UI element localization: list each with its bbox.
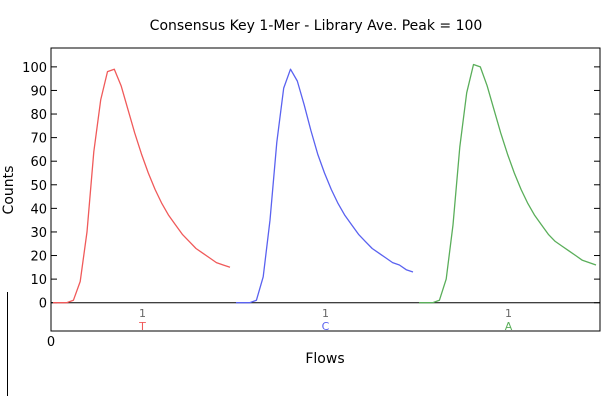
x-axis: 0 (47, 335, 55, 350)
x-tick-label: 0 (47, 335, 55, 350)
y-tick-label: 10 (30, 273, 47, 288)
plot-frame (50, 47, 601, 332)
series-flow-count-label: 1 (139, 307, 146, 320)
series-base-label: C (322, 320, 330, 333)
y-tick-label: 90 (30, 84, 47, 99)
chart-title: Consensus Key 1-Mer - Library Ave. Peak … (150, 18, 483, 34)
y-tick-label: 70 (30, 132, 47, 147)
y-tick-label: 0 (39, 297, 47, 312)
y-tick-label: 50 (30, 179, 47, 194)
y-tick-label: 80 (30, 108, 47, 123)
series-line-c (236, 68, 414, 304)
series-flow-count-label: 1 (322, 307, 329, 320)
left-edge-rule (7, 292, 8, 396)
y-axis: 0 10 20 30 40 50 60 70 80 90 100 (22, 61, 600, 312)
series-base-label: T (138, 320, 146, 333)
series-base-label: A (505, 320, 513, 333)
y-tick-label: 20 (30, 250, 47, 265)
series-flow-count-label: 1 (505, 307, 512, 320)
y-tick-label: 100 (22, 61, 47, 76)
series-line-a (419, 63, 597, 304)
y-axis-label: Counts (1, 166, 17, 215)
x-axis-label: Flows (305, 351, 344, 367)
y-tick-label: 30 (30, 226, 47, 241)
y-tick-label: 40 (30, 202, 47, 217)
y-tick-label: 60 (30, 155, 47, 170)
series-line-t (53, 68, 231, 304)
